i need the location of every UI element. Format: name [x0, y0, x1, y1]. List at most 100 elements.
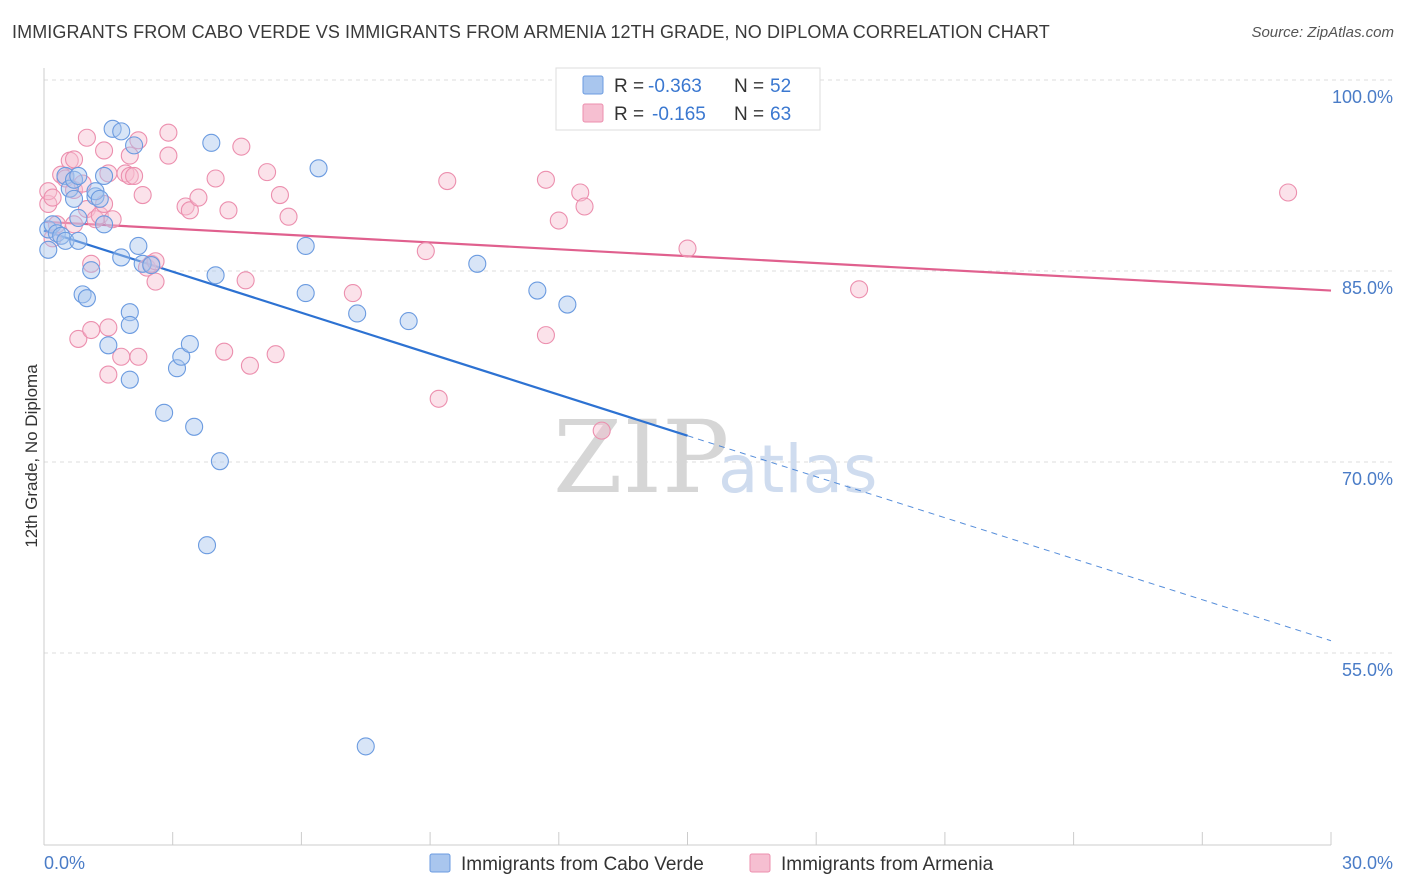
armenia-point [129, 347, 148, 366]
armenia-point [240, 356, 259, 375]
watermark-atlas: atlas [718, 431, 878, 508]
cabo-verde-point [120, 315, 139, 334]
armenia-point [120, 146, 139, 165]
armenia-point [219, 201, 238, 220]
armenia-points [39, 123, 1298, 440]
cabo-verde-point [142, 256, 161, 275]
cabo-verde-point [399, 312, 418, 331]
cabo-verde-point [558, 295, 577, 314]
cabo-verde-point [90, 189, 109, 208]
armenia-point [678, 239, 697, 258]
stats-r-label-pink: R = [614, 104, 644, 125]
armenia-point [416, 242, 435, 261]
armenia-point [850, 280, 869, 299]
cabo-verde-point [468, 254, 487, 273]
armenia-point [549, 211, 568, 230]
cabo-verde-point [348, 304, 367, 323]
legend-swatch-armenia[interactable] [749, 853, 771, 873]
armenia-point [95, 141, 114, 160]
armenia-point [159, 146, 178, 165]
watermark: ZIP atlas [553, 399, 878, 516]
cabo-verde-point [120, 303, 139, 322]
stats-n-label-blue: N = [734, 76, 764, 97]
armenia-point [125, 166, 144, 185]
armenia-point [159, 123, 178, 142]
armenia-point [266, 345, 285, 364]
cabo-verde-point [56, 231, 75, 250]
armenia-point [146, 272, 165, 291]
y-tick-labels: 100.0% 85.0% 70.0% 55.0% [1332, 87, 1393, 680]
cabo-verde-point [60, 179, 79, 198]
cabo-verde-point [69, 208, 88, 228]
legend-label-armenia[interactable]: Immigrants from Armenia [781, 854, 994, 875]
legend-swatch-cabo-verde[interactable] [429, 853, 451, 873]
legend-label-cabo-verde[interactable]: Immigrants from Cabo Verde [461, 854, 704, 875]
stats-r-label-blue: R = [614, 76, 644, 97]
legend: Immigrants from Cabo Verde Immigrants fr… [429, 853, 994, 875]
source-credit: Source: ZipAtlas.com [1251, 24, 1394, 41]
armenia-point [279, 207, 298, 226]
watermark-zip: ZIP [553, 399, 729, 516]
armenia-point [236, 271, 255, 290]
armenia-point [232, 137, 251, 156]
cabo-verde-point [82, 261, 101, 280]
armenia-point [343, 284, 362, 303]
cabo-verde-point [112, 248, 131, 267]
armenia-point [575, 197, 594, 216]
armenia-point [99, 318, 118, 337]
x-tick-label-min: 0.0% [44, 853, 85, 873]
cabo-verde-point [120, 370, 139, 389]
cabo-verde-point [296, 236, 315, 256]
armenia-point [64, 150, 84, 169]
x-tick-label-max: 30.0% [1342, 853, 1393, 873]
stats-box: R = -0.363 N = 52 R = -0.165 N = 63 [555, 67, 821, 131]
cabo-verde-point [180, 334, 199, 354]
armenia-point [180, 201, 199, 220]
cabo-verde-point [95, 166, 114, 185]
armenia-point [1279, 183, 1298, 202]
cabo-verde-point [202, 133, 221, 152]
cabo-verde-point [69, 166, 88, 185]
armenia-point [536, 170, 555, 189]
armenia-point [133, 185, 152, 205]
cabo-verde-point [210, 452, 229, 471]
cabo-verde-point [172, 347, 191, 366]
cabo-verde-point [528, 281, 547, 300]
armenia-point [571, 183, 590, 202]
armenia-point [206, 169, 225, 188]
stats-n-value-pink: 63 [770, 104, 791, 125]
cabo-verde-point [125, 136, 144, 155]
armenia-point [215, 342, 234, 361]
cabo-verde-point [309, 159, 328, 178]
stats-r-value-pink: -0.165 [652, 104, 706, 125]
armenia-point [270, 185, 290, 205]
stats-swatch-blue [582, 75, 604, 95]
y-tick-label: 55.0% [1342, 660, 1393, 680]
armenia-point [438, 171, 457, 191]
armenia-point [82, 254, 101, 273]
armenia-point [43, 188, 62, 207]
chart-title: IMMIGRANTS FROM CABO VERDE VS IMMIGRANTS… [12, 22, 1050, 42]
armenia-point [258, 163, 277, 182]
armenia-point [82, 320, 101, 340]
cabo-verde-points [39, 119, 577, 756]
cabo-verde-point [129, 236, 148, 256]
stats-n-value-blue: 52 [770, 76, 791, 97]
armenia-point [120, 166, 139, 185]
cabo-verde-point [77, 289, 96, 308]
x-ticks [172, 832, 1332, 845]
y-axis-label: 12th Grade, No Diploma [22, 364, 41, 548]
armenia-point [69, 329, 88, 348]
trend-line-cabo-verde-extension [687, 435, 1332, 642]
armenia-point [103, 210, 122, 229]
cabo-verde-point [167, 359, 187, 378]
armenia-point [592, 421, 611, 440]
cabo-verde-point [39, 240, 58, 259]
cabo-verde-point [356, 737, 375, 756]
cabo-verde-point [197, 536, 217, 555]
cabo-verde-point [64, 189, 84, 208]
y-tick-label: 85.0% [1342, 278, 1393, 298]
trend-line-armenia [43, 220, 1332, 292]
cabo-verde-point [155, 403, 174, 422]
